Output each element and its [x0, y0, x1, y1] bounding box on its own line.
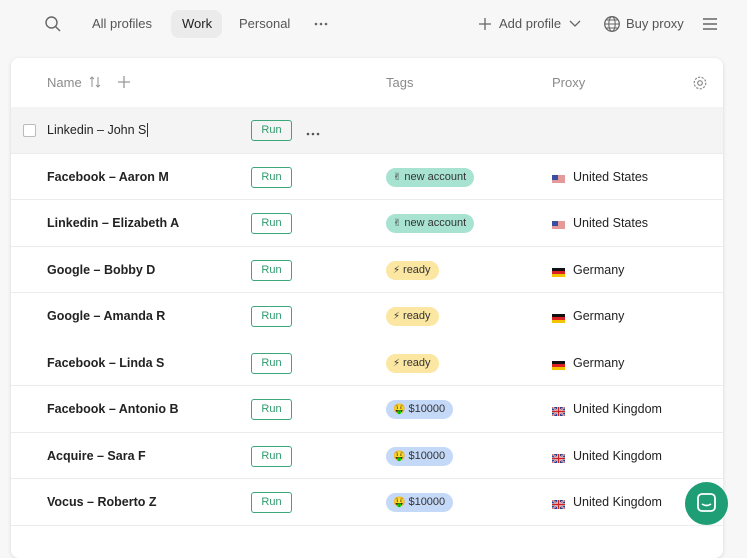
run-button[interactable]: Run — [251, 352, 292, 374]
page: All profiles Work Personal Add profile B… — [11, 10, 728, 526]
tag: ⚡ ready — [386, 307, 439, 326]
tag-icon: ⚡ — [393, 264, 401, 276]
proxy-country: United States — [573, 169, 649, 184]
row-menu[interactable] — [305, 126, 321, 136]
tag: 🤑 $10000 — [386, 493, 454, 512]
tag: ⚡ ready — [386, 260, 439, 280]
proxy-country: United States — [573, 216, 649, 230]
run-button[interactable]: Run — [251, 492, 292, 513]
add-profile[interactable]: Add profile — [499, 16, 562, 31]
flag — [551, 451, 566, 464]
run-button[interactable]: Run — [251, 120, 292, 141]
run-button[interactable]: Run — [251, 306, 292, 327]
flag — [551, 404, 566, 417]
sort-icon[interactable] — [89, 76, 101, 88]
table-row[interactable]: Facebook – Aaron M Run ✌ new account United … — [11, 154, 723, 200]
row-separator — [11, 199, 723, 200]
run-button[interactable]: Run — [251, 399, 292, 420]
tag-icon: 🤑 — [393, 450, 406, 462]
more-tabs[interactable] — [313, 18, 329, 30]
flag — [552, 172, 565, 184]
settings-icon[interactable] — [692, 75, 708, 91]
tag-icon: ⚡ — [393, 357, 401, 369]
column-header: Proxy — [552, 75, 586, 90]
table-row[interactable]: Linkedin – Elizabeth A Run ✌ new account Uni… — [11, 200, 723, 247]
proxy-country: Germany — [573, 309, 625, 323]
profile-name: Google – Bobby D — [47, 262, 156, 277]
flag — [552, 311, 565, 323]
row-separator — [11, 245, 723, 247]
tab-selected-bg — [171, 10, 222, 38]
chat-button[interactable] — [685, 482, 728, 525]
table-row[interactable]: Google – Amanda R Run ⚡ ready Germany — [11, 293, 723, 340]
proxy-country: United Kingdom — [573, 448, 662, 463]
proxy-country: Germany — [573, 262, 625, 277]
run-button[interactable]: Run — [251, 166, 292, 188]
menu-icon[interactable] — [702, 17, 718, 31]
profile-name: Google – Amanda R — [47, 309, 166, 323]
run-button[interactable]: Run — [251, 445, 292, 467]
table-row[interactable]: Facebook – Antonio B Run 🤑 $10000 United Kin… — [11, 386, 723, 433]
tag-text: ready — [403, 356, 431, 369]
chat-icon — [697, 493, 716, 512]
table-row[interactable]: Facebook – Linda S Run ⚡ ready Germany — [11, 340, 723, 386]
tag-text: ready — [403, 310, 431, 322]
plus-icon — [479, 18, 491, 30]
flag — [552, 265, 565, 277]
buy-proxy[interactable]: Buy proxy — [626, 16, 684, 31]
flag — [551, 497, 566, 510]
profile-name: Facebook – Antonio B — [47, 402, 179, 416]
table-row[interactable]: Linkedin – John S Run — [11, 107, 723, 154]
add-column[interactable] — [117, 75, 131, 89]
profiles-table: Name Tags Proxy Linkedin – John S Run Face… — [11, 58, 723, 558]
flag — [552, 358, 565, 370]
tag-text: $10000 — [408, 449, 446, 462]
tag-icon: ✌ — [393, 218, 402, 229]
chevron — [569, 20, 581, 27]
tag-icon: 🤑 — [393, 497, 406, 508]
proxy-country: Germany — [573, 355, 625, 370]
row-separator — [11, 524, 723, 526]
column-header[interactable]: Name — [47, 75, 82, 90]
profile-name-input[interactable]: Linkedin – John S — [47, 123, 149, 137]
row-separator — [11, 292, 723, 293]
row-separator — [11, 385, 723, 386]
row-separator — [11, 431, 723, 433]
flag — [552, 218, 565, 230]
checkbox[interactable] — [23, 124, 36, 137]
table-row[interactable]: Acquire – Sara F Run 🤑 $10000 United Kingdom — [11, 433, 723, 479]
run-button[interactable]: Run — [251, 259, 292, 281]
proxy-country: United Kingdom — [573, 495, 662, 509]
table-row[interactable]: Vocus – Roberto Z Run 🤑 $10000 United Kingdo… — [11, 479, 723, 526]
column-header: Tags — [386, 75, 414, 90]
row-separator — [11, 152, 723, 154]
tag-text: ready — [403, 263, 431, 276]
tab[interactable]: Personal — [239, 16, 291, 31]
tag: 🤑 $10000 — [386, 400, 454, 419]
tab[interactable]: All profiles — [92, 16, 152, 31]
tag-text: new account — [404, 170, 467, 183]
run-button[interactable]: Run — [251, 213, 292, 234]
proxy-country: United Kingdom — [573, 402, 662, 416]
tag: ✌ new account — [386, 167, 475, 187]
tag: ✌ new account — [386, 214, 475, 233]
tab[interactable]: Work — [182, 16, 213, 31]
profile-name: Facebook – Aaron M — [47, 169, 169, 184]
row-separator — [11, 478, 723, 479]
tag-text: new account — [404, 217, 467, 229]
profile-name: Vocus – Roberto Z — [47, 495, 157, 509]
table-row[interactable]: Google – Bobby D Run ⚡ ready Germany — [11, 247, 723, 293]
profile-name: Acquire – Sara F — [47, 448, 146, 463]
globe-icon — [604, 16, 620, 32]
tag: ⚡ ready — [386, 353, 439, 373]
tag: 🤑 $10000 — [386, 446, 454, 466]
tag-text: $10000 — [408, 496, 446, 508]
tag-text: $10000 — [408, 403, 446, 415]
profile-name: Facebook – Linda S — [47, 355, 165, 370]
profile-name: Linkedin – Elizabeth A — [47, 216, 180, 230]
tag-icon: 🤑 — [393, 404, 406, 415]
tag-icon: ⚡ — [393, 311, 401, 322]
tag-icon: ✌ — [393, 171, 402, 183]
search-icon[interactable] — [44, 15, 62, 33]
